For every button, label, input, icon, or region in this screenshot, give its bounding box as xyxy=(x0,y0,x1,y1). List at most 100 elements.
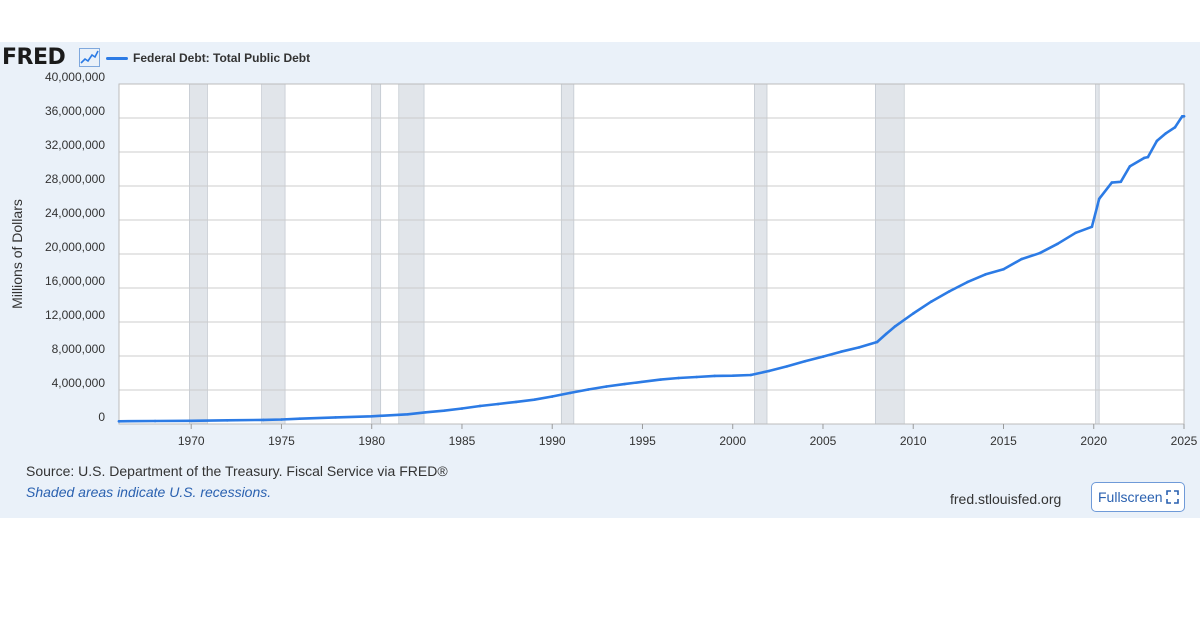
y-tick-label: 36,000,000 xyxy=(45,104,105,118)
data-point xyxy=(1002,268,1005,271)
y-tick-label: 40,000,000 xyxy=(45,70,105,84)
x-tick-label: 1985 xyxy=(449,434,476,448)
y-tick-label: 32,000,000 xyxy=(45,138,105,152)
x-tick-label: 2025 xyxy=(1171,434,1198,448)
data-point xyxy=(189,419,193,423)
data-point xyxy=(884,332,888,336)
data-point xyxy=(334,416,337,419)
data-point xyxy=(875,340,879,344)
data-point xyxy=(587,388,590,391)
x-tick-label: 2010 xyxy=(900,434,927,448)
data-point xyxy=(1182,115,1186,118)
y-tick-label: 4,000,000 xyxy=(52,376,106,390)
site-link[interactable]: fred.stlouisfed.org xyxy=(950,491,1062,507)
data-point xyxy=(1090,225,1094,229)
data-point xyxy=(406,413,410,416)
data-point xyxy=(785,365,789,368)
x-tick-label: 2000 xyxy=(719,434,746,448)
data-point xyxy=(478,404,482,408)
data-point xyxy=(1056,242,1059,246)
chart-panel: 0 4,000,000 8,000,000 12,000,000 16,000,000 2… xyxy=(0,42,1200,518)
fullscreen-button[interactable]: Fullscreen xyxy=(1091,482,1185,512)
x-tick-label: 1975 xyxy=(268,434,295,448)
data-point xyxy=(677,376,680,380)
data-point xyxy=(1164,132,1168,135)
data-point xyxy=(1128,165,1132,168)
x-tick-label: 2015 xyxy=(990,434,1017,448)
data-point xyxy=(929,300,933,303)
chart-line-icon xyxy=(79,48,100,67)
recession-note: Shaded areas indicate U.S. recessions. xyxy=(26,484,272,500)
plot-border xyxy=(118,83,1185,425)
data-point xyxy=(1097,197,1101,201)
x-tick-label: 1990 xyxy=(539,434,566,448)
data-point xyxy=(298,417,301,421)
fullscreen-label: Fullscreen xyxy=(1098,489,1163,505)
data-point xyxy=(424,410,428,414)
data-point xyxy=(1146,155,1150,159)
data-point xyxy=(514,400,518,404)
data-point xyxy=(695,375,698,379)
data-point xyxy=(749,373,753,377)
series-line xyxy=(117,115,1186,423)
data-point xyxy=(623,382,626,386)
source-text: Source: U.S. Department of the Treasury.… xyxy=(26,463,448,479)
legend-swatch xyxy=(106,57,128,60)
y-tick-label: 28,000,000 xyxy=(45,172,105,186)
data-point xyxy=(1155,139,1159,143)
legend-label[interactable]: Federal Debt: Total Public Debt xyxy=(133,51,311,65)
data-point xyxy=(226,419,229,422)
data-point xyxy=(893,324,897,328)
data-point xyxy=(1180,115,1184,118)
data-point xyxy=(1020,257,1023,261)
x-tick-label: 1980 xyxy=(358,434,385,448)
data-point xyxy=(460,407,464,410)
y-tick-label: 16,000,000 xyxy=(45,274,105,288)
y-tick-label: 20,000,000 xyxy=(45,240,105,254)
data-point xyxy=(496,402,500,406)
data-point xyxy=(442,409,446,412)
series-points xyxy=(117,115,1186,423)
data-point xyxy=(984,273,987,276)
data-point xyxy=(767,369,771,373)
data-point xyxy=(262,418,265,422)
y-tick-label: 24,000,000 xyxy=(45,206,105,220)
expand-icon xyxy=(1166,490,1179,504)
data-point xyxy=(153,419,157,423)
data-point xyxy=(532,398,536,401)
data-point xyxy=(839,350,843,353)
x-tick-label: 2020 xyxy=(1080,434,1107,448)
data-point xyxy=(641,380,644,384)
data-point xyxy=(370,414,374,418)
data-point xyxy=(1110,181,1114,184)
data-point xyxy=(659,378,662,381)
y-tick-label: 8,000,000 xyxy=(52,342,106,356)
data-point xyxy=(1173,126,1177,129)
data-point xyxy=(821,355,825,358)
x-tick-label: 1995 xyxy=(629,434,656,448)
data-point xyxy=(568,391,572,395)
chart-header: FRED Federal Debt: Total Public Debt xyxy=(0,42,700,76)
data-point xyxy=(803,359,807,363)
y-tick-label: 12,000,000 xyxy=(45,308,105,322)
y-axis-label: Millions of Dollars xyxy=(9,199,25,309)
data-point xyxy=(117,419,121,423)
x-tick-label: 1970 xyxy=(178,434,205,448)
data-point xyxy=(550,395,554,398)
data-point xyxy=(605,385,608,388)
data-point xyxy=(713,374,716,378)
line-chart: 0 4,000,000 8,000,000 12,000,000 16,000,000 2… xyxy=(9,70,1198,448)
y-tick-label: 0 xyxy=(98,410,105,424)
x-tick-label: 2005 xyxy=(810,434,837,448)
data-point xyxy=(948,290,951,293)
data-point xyxy=(1119,180,1123,184)
data-point xyxy=(280,418,283,421)
data-point xyxy=(1038,251,1041,255)
data-point xyxy=(911,312,915,315)
fred-logo[interactable]: FRED xyxy=(2,45,66,70)
data-point xyxy=(966,280,969,284)
data-point xyxy=(1074,231,1077,235)
data-point xyxy=(731,374,735,378)
data-point xyxy=(1142,156,1146,160)
data-point xyxy=(857,346,861,349)
